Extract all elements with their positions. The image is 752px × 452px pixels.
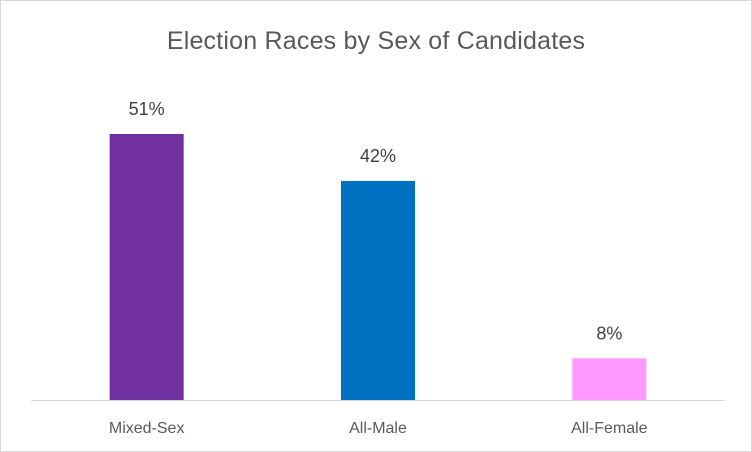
category-label-all-male: All-Male [349,420,407,437]
bar-all-female [572,358,647,400]
bars-group [109,134,647,400]
bar-mixed-sex [109,134,184,400]
bar-all-male [341,180,415,400]
chart-title: Election Races by Sex of Candidates [166,27,586,55]
category-label-mixed-sex: Mixed-Sex [109,420,185,437]
data-label-mixed-sex: 51% [129,99,165,119]
data-labels-group: 51% 42% 8% [129,99,623,343]
category-label-all-female: All-Female [571,420,648,437]
data-label-all-female: 8% [596,323,622,343]
category-labels-group: Mixed-Sex All-Male All-Female [109,420,648,437]
data-label-all-male: 42% [360,146,396,166]
